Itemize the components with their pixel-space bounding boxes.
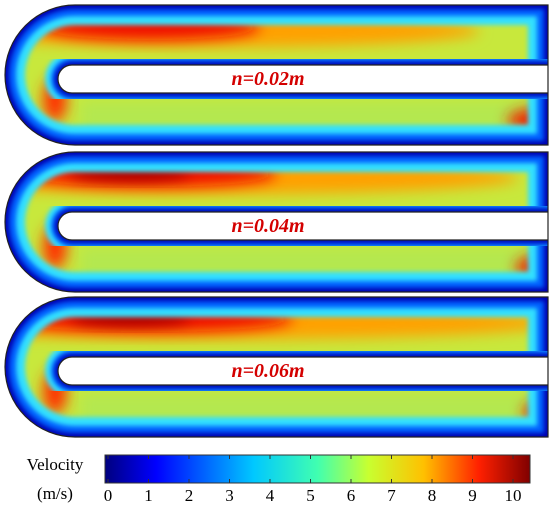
- panel-label: n=0.04m: [231, 215, 304, 237]
- colorbar-tick-label: 0: [104, 486, 113, 505]
- outer-wall: [4, 4, 549, 146]
- slot: [58, 212, 548, 240]
- colorbar-tick-label: 3: [225, 486, 234, 505]
- colorbar-unit: (m/s): [37, 484, 73, 503]
- colorbar-tick-label: 9: [468, 486, 477, 505]
- colorbar-tick-label: 7: [387, 486, 396, 505]
- slot: [58, 65, 548, 93]
- flow-panel: n=0.04m: [4, 151, 549, 293]
- inner-wall: [57, 64, 548, 94]
- colorbar-tick-label: 10: [505, 486, 522, 505]
- flow-panel: n=0.06m: [4, 296, 549, 438]
- inner-wall: [57, 356, 548, 386]
- panel-label: n=0.06m: [231, 360, 304, 382]
- outer-wall: [4, 151, 549, 293]
- colorbar: Velocity (m/s) 0 1 2 3 4 5 6 7 8 9 10: [27, 454, 531, 505]
- colorbar-tick-label: 1: [144, 486, 153, 505]
- outer-wall: [4, 296, 549, 438]
- colorbar-tick-label: 8: [428, 486, 437, 505]
- colorbar-tick-label: 4: [266, 486, 275, 505]
- colorbar-tick-label: 2: [185, 486, 194, 505]
- colorbar-tick-label: 5: [306, 486, 315, 505]
- slot: [58, 357, 548, 385]
- inner-wall: [57, 211, 548, 241]
- panels: n=0.02m n=0.04m n=0.06m: [4, 4, 549, 438]
- colorbar-tick-label: 6: [347, 486, 356, 505]
- colorbar-gradient: [104, 454, 531, 484]
- flow-panel: n=0.02m: [4, 4, 549, 146]
- colorbar-title: Velocity: [27, 455, 84, 474]
- panel-label: n=0.02m: [231, 68, 304, 90]
